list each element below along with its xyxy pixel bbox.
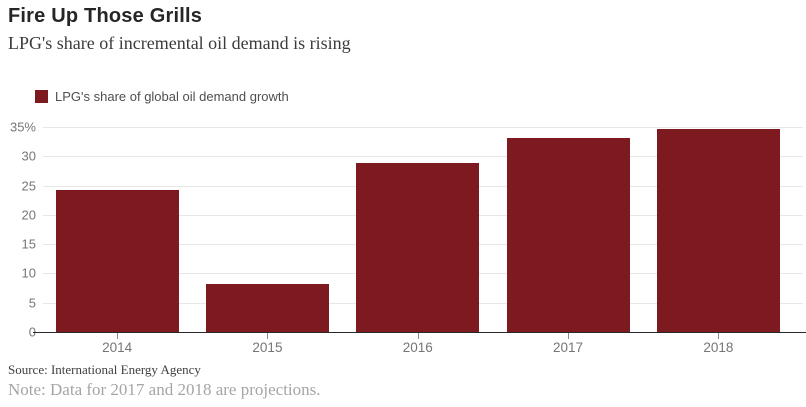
y-axis-label-0: 0 <box>0 325 36 340</box>
x-axis-label-2016: 2016 <box>402 340 433 355</box>
y-axis-label-35: 35% <box>9 119 36 135</box>
x-axis-label-2015: 2015 <box>252 340 283 355</box>
chart-subtitle: LPG's share of incremental oil demand is… <box>8 33 351 53</box>
bar-2016[interactable] <box>356 163 480 332</box>
bar-2014[interactable] <box>55 190 179 332</box>
y-axis-label-20: 20 <box>21 207 36 223</box>
gridline-35 <box>43 127 803 128</box>
y-axis-label-25: 25 <box>21 178 36 194</box>
x-axis-line <box>33 332 806 333</box>
bar-2017[interactable] <box>506 137 630 332</box>
legend-swatch-icon <box>35 89 48 103</box>
legend: LPG's share of global oil demand growth <box>35 88 289 104</box>
gridline-30 <box>43 156 803 158</box>
y-axis-label-5: 5 <box>28 295 36 311</box>
source-text: Source: International Energy Agency <box>8 362 201 377</box>
x-axis-tick-2014 <box>117 333 119 339</box>
note-text: Note: Data for 2017 and 2018 are project… <box>8 380 321 399</box>
x-axis-tick-2017 <box>568 333 570 339</box>
x-axis-tick-2016 <box>417 333 419 339</box>
y-axis-label-10: 10 <box>21 265 36 281</box>
bar-2018[interactable] <box>656 129 780 332</box>
x-axis-label-2018: 2018 <box>703 340 734 355</box>
x-axis-label-2017: 2017 <box>553 340 584 355</box>
x-axis-tick-2015 <box>267 333 269 339</box>
y-axis-label-30: 30 <box>21 148 36 164</box>
legend-label: LPG's share of global oil demand growth <box>55 88 289 104</box>
bar-2015[interactable] <box>205 283 329 332</box>
chart-title: Fire Up Those Grills <box>8 5 203 27</box>
y-axis-label-15: 15 <box>21 236 36 252</box>
x-axis-tick-2018 <box>718 333 720 339</box>
x-axis-label-2014: 2014 <box>102 340 133 355</box>
